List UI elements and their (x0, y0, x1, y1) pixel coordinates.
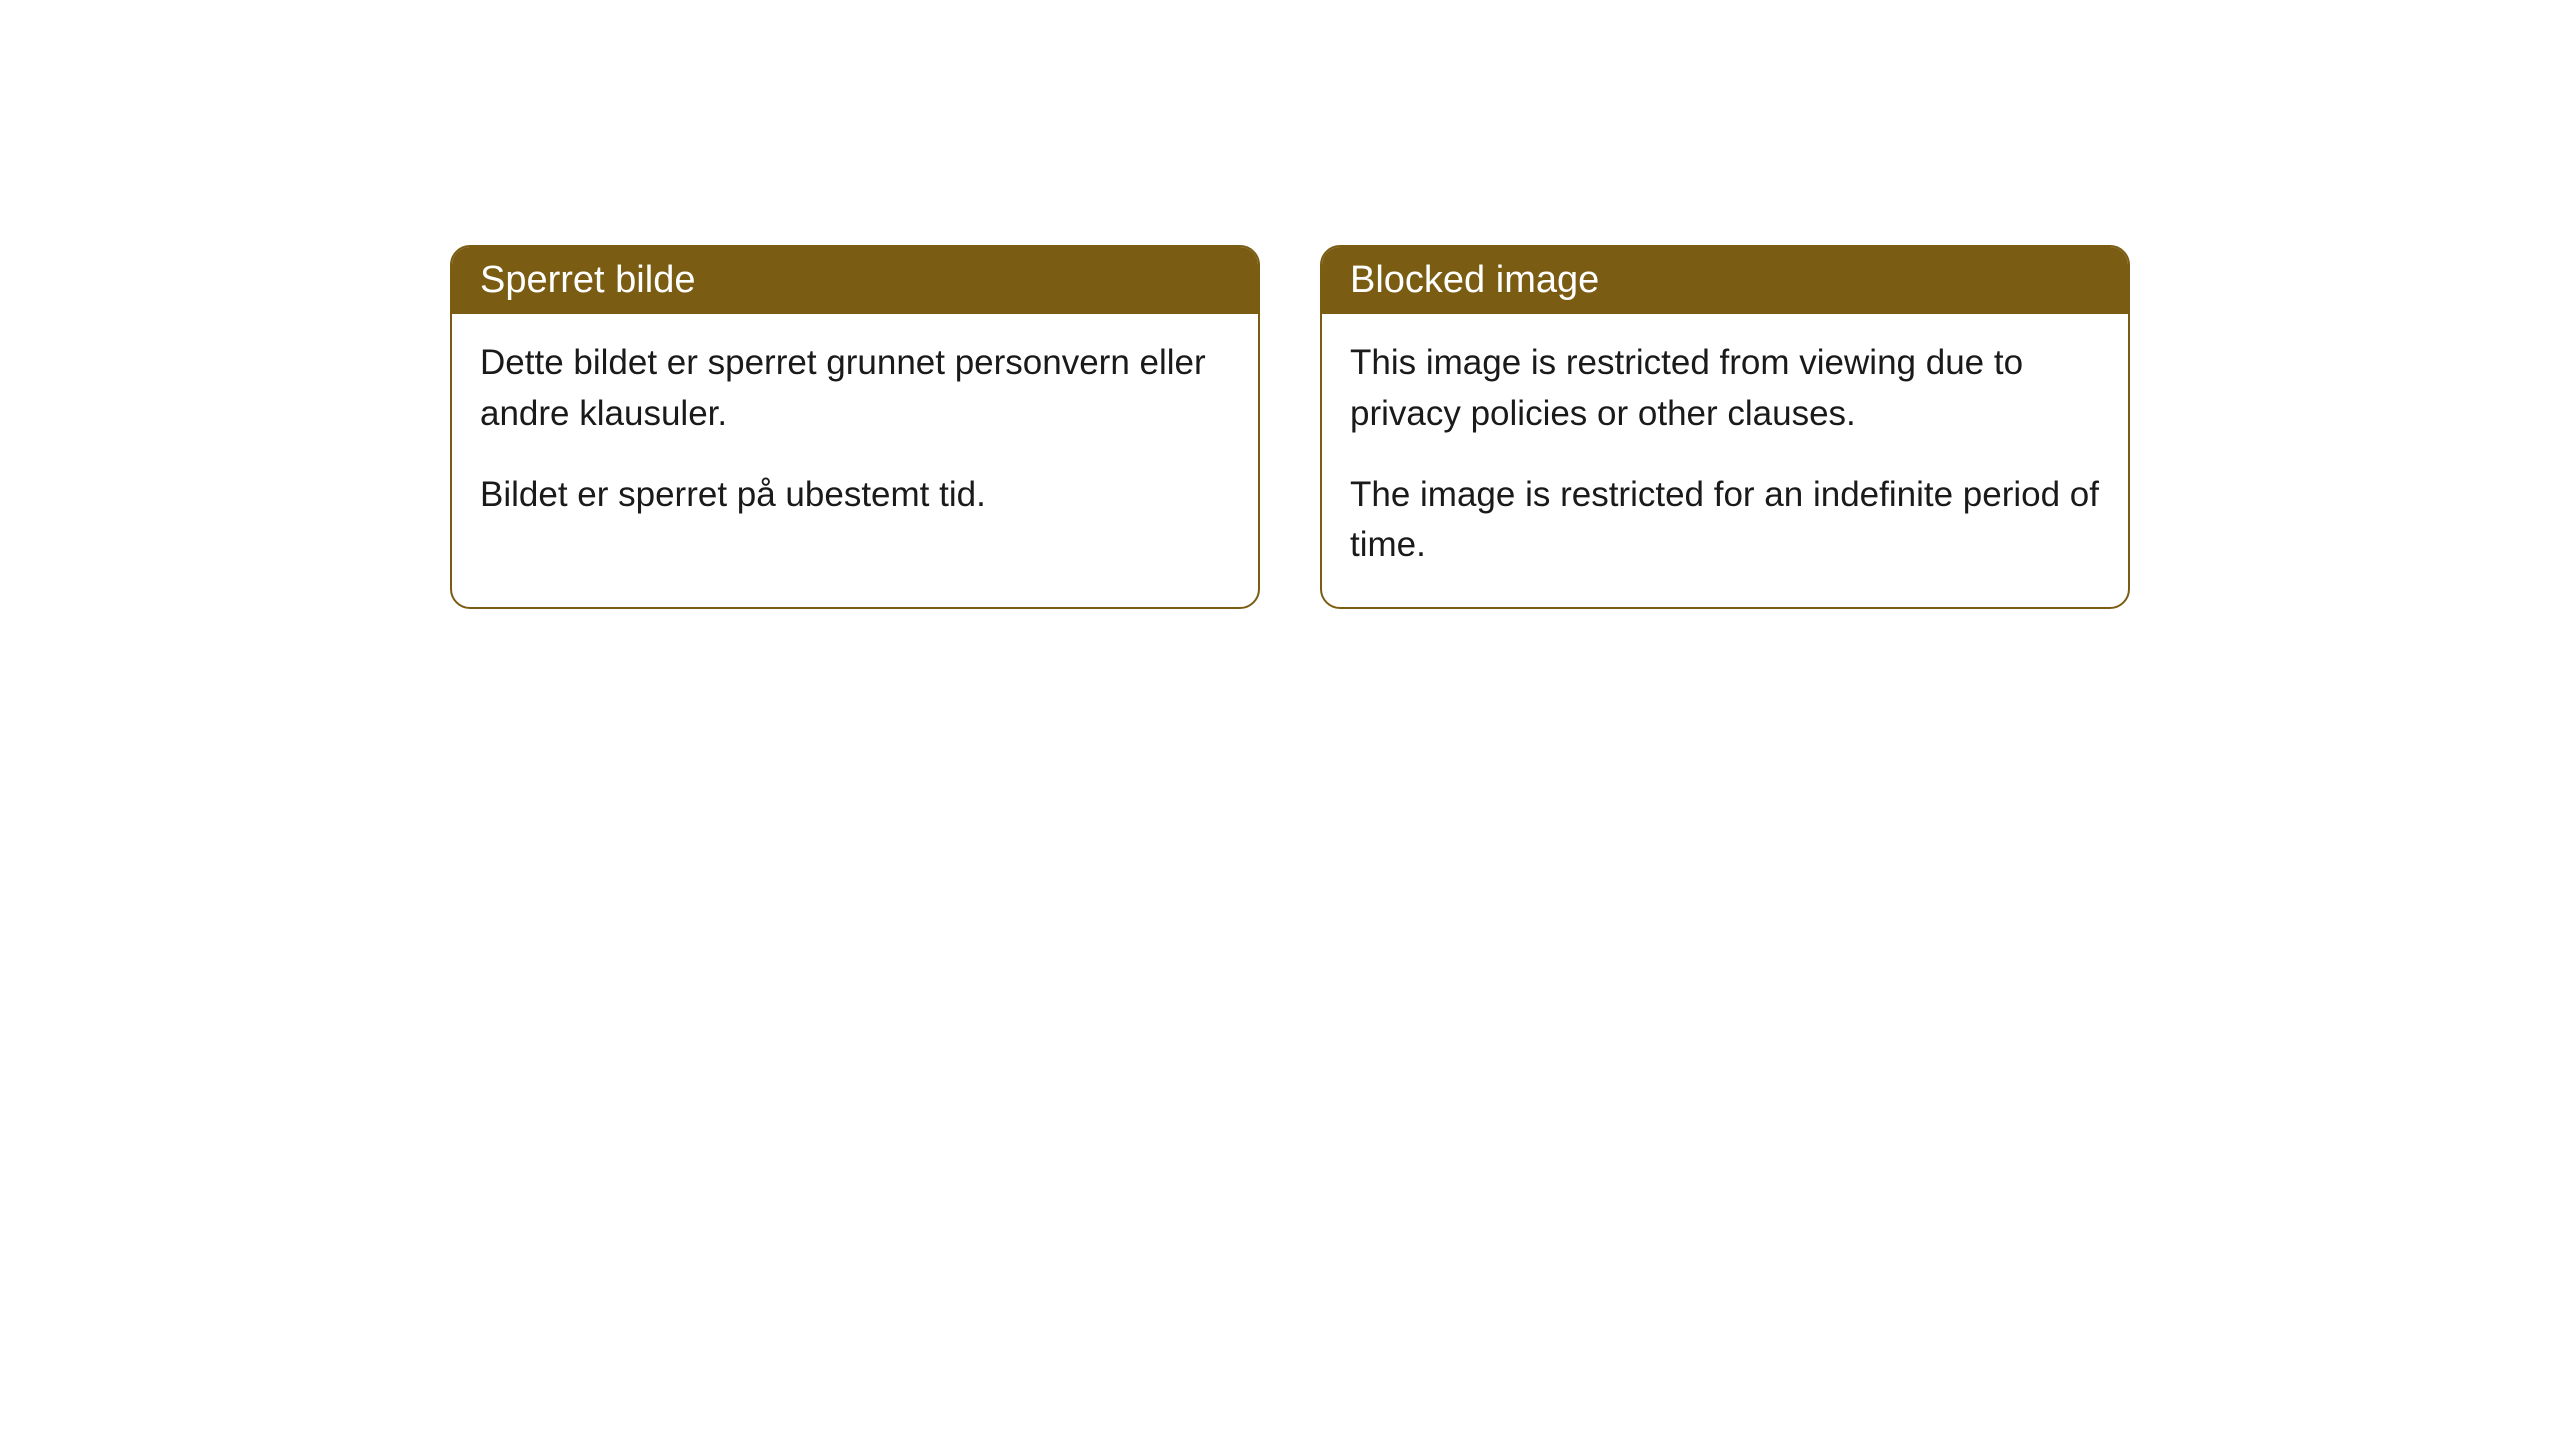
card-header: Blocked image (1322, 247, 2128, 314)
blocked-image-card-english: Blocked image This image is restricted f… (1320, 245, 2130, 609)
card-paragraph-1: This image is restricted from viewing du… (1350, 338, 2100, 440)
card-container: Sperret bilde Dette bildet er sperret gr… (0, 0, 2560, 609)
card-body: This image is restricted from viewing du… (1322, 314, 2128, 607)
card-title: Sperret bilde (480, 259, 695, 301)
card-paragraph-1: Dette bildet er sperret grunnet personve… (480, 338, 1230, 440)
card-paragraph-2: The image is restricted for an indefinit… (1350, 470, 2100, 572)
card-paragraph-2: Bildet er sperret på ubestemt tid. (480, 470, 1230, 521)
blocked-image-card-norwegian: Sperret bilde Dette bildet er sperret gr… (450, 245, 1260, 609)
card-body: Dette bildet er sperret grunnet personve… (452, 314, 1258, 556)
card-title: Blocked image (1350, 259, 1599, 301)
card-header: Sperret bilde (452, 247, 1258, 314)
